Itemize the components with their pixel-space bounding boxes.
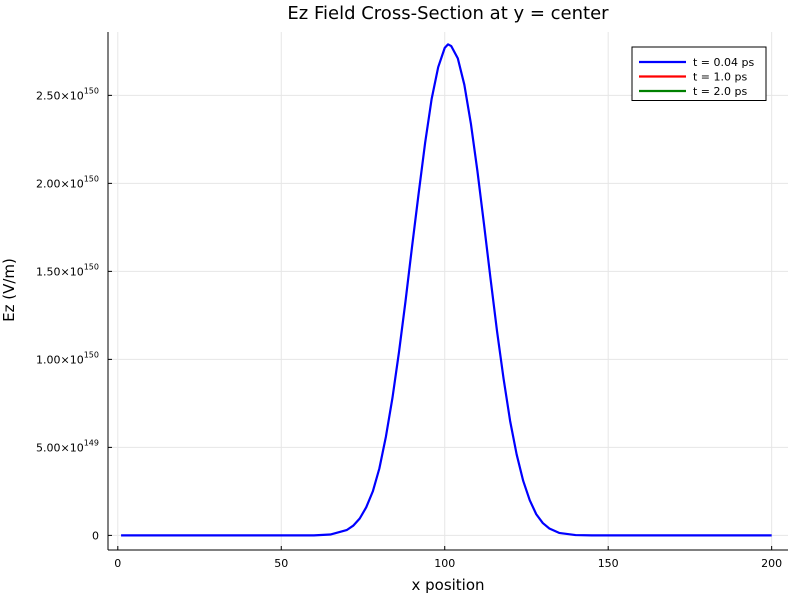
- legend-label-1: t = 1.0 ps: [693, 71, 747, 84]
- x-tick-label-2: 100: [434, 557, 455, 570]
- legend-label-0: t = 0.04 ps: [693, 56, 754, 69]
- y-tick-label-2: 1.00×10150: [36, 350, 99, 366]
- x-axis-label: x position: [411, 576, 484, 594]
- legend-label-2: t = 2.0 ps: [693, 85, 747, 98]
- y-axis-ticks: 0 5.00×10149 1.00×10150 1.50×10150 2.00×1015…: [36, 86, 112, 542]
- chart-title: Ez Field Cross-Section at y = center: [287, 3, 609, 24]
- y-tick-label-5: 2.50×10150: [36, 86, 99, 102]
- axes: [107, 32, 788, 551]
- x-tick-label-3: 150: [598, 557, 619, 570]
- x-tick-label-4: 200: [761, 557, 782, 570]
- y-axis-label: Ez (V/m): [0, 258, 18, 322]
- y-tick-label-3: 1.50×10150: [36, 262, 99, 278]
- x-tick-label-1: 50: [274, 557, 288, 570]
- series-line-0: [121, 43, 772, 537]
- x-axis-ticks: 0 50 100 150 200: [114, 546, 782, 570]
- y-tick-label-0: 0: [92, 529, 99, 542]
- x-tick-label-0: 0: [114, 557, 121, 570]
- y-tick-label-4: 2.00×10150: [36, 174, 99, 190]
- grid: [108, 32, 788, 550]
- legend: t = 0.04 ps t = 1.0 pst = 2.0 ps: [631, 46, 767, 101]
- series-layer: [121, 43, 772, 537]
- y-tick-label-1: 5.00×10149: [36, 438, 99, 454]
